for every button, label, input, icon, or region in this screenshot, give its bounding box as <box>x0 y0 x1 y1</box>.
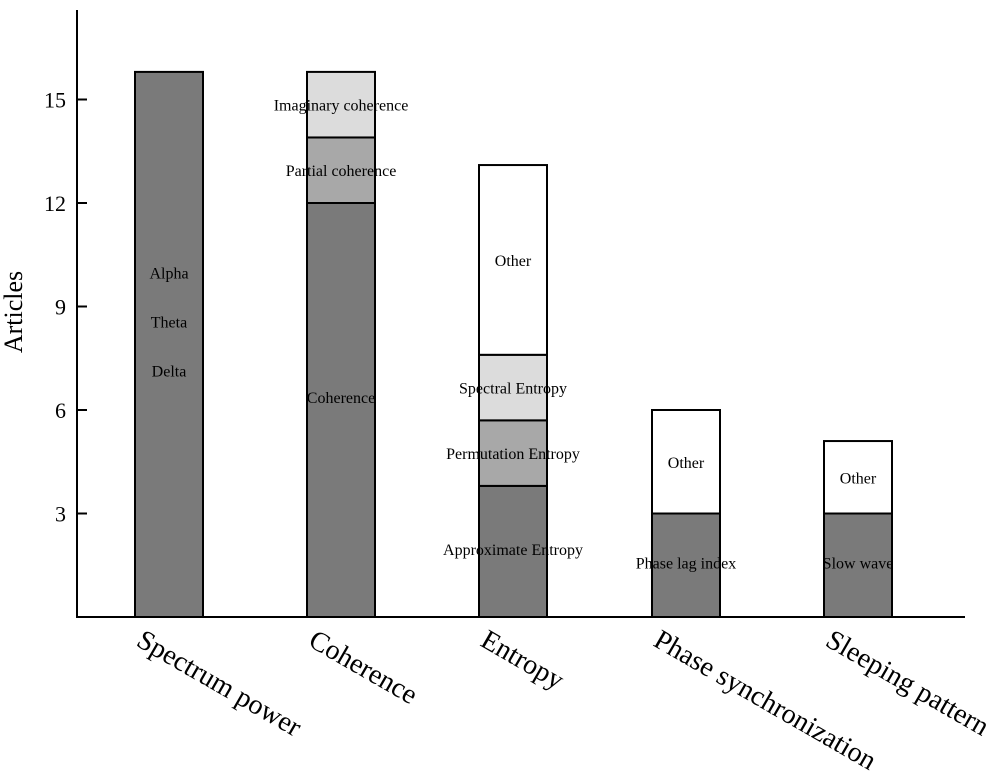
y-axis-label: Articles <box>0 271 28 353</box>
bar-segment-coherence-0 <box>306 202 376 618</box>
segment-label-imaginary-coherence: Imaginary coherence <box>274 98 409 115</box>
segment-label-other: Other <box>668 455 705 472</box>
y-tick-label: 12 <box>44 191 66 216</box>
segment-label-theta: Theta <box>151 315 187 332</box>
bar-segment-entropy-2 <box>478 353 548 422</box>
y-tick-label: 15 <box>44 88 66 113</box>
x-category-label-sleeping-pattern: Sleeping pattern <box>821 624 990 742</box>
segment-label-spectral-entropy: Spectral Entropy <box>459 381 567 398</box>
y-tick-label: 9 <box>55 295 66 320</box>
x-category-label-coherence: Coherence <box>304 624 423 711</box>
segment-label-slow-wave: Slow wave <box>823 556 894 573</box>
bar-segment-sleeping-pattern-1 <box>823 440 893 515</box>
x-category-label-entropy: Entropy <box>476 624 570 696</box>
y-ticks-group: 3 6 9 12 15 <box>44 88 87 527</box>
bar-segment-coherence-2 <box>306 70 376 139</box>
segment-label-other: Other <box>495 253 532 270</box>
segment-label-permutation-entropy: Permutation Entropy <box>446 446 580 463</box>
segment-label-partial-coherence: Partial coherence <box>286 163 397 180</box>
bars-group <box>134 70 893 618</box>
bar-segment-coherence-1 <box>306 136 376 204</box>
bar-segment-entropy-3 <box>478 164 548 356</box>
segment-label-coherence: Coherence <box>307 390 375 407</box>
segment-labels-group: Alpha Theta Delta Coherence Partial coherenc… <box>149 98 893 573</box>
x-category-label-spectrum-power: Spectrum power <box>132 624 308 743</box>
segment-label-approximate-entropy: Approximate Entropy <box>443 542 583 559</box>
y-tick-label: 6 <box>55 398 66 423</box>
segment-label-other: Other <box>840 470 877 487</box>
segment-label-delta: Delta <box>152 364 187 381</box>
bar-segment-entropy-1 <box>478 419 548 487</box>
segment-label-alpha: Alpha <box>149 266 188 283</box>
bar-segment-phase-synchronization-1 <box>651 409 721 515</box>
segment-label-phase-lag-index: Phase lag index <box>636 556 736 573</box>
y-tick-label: 3 <box>55 502 66 527</box>
bar-segment-spectrum-power-0 <box>134 70 204 618</box>
